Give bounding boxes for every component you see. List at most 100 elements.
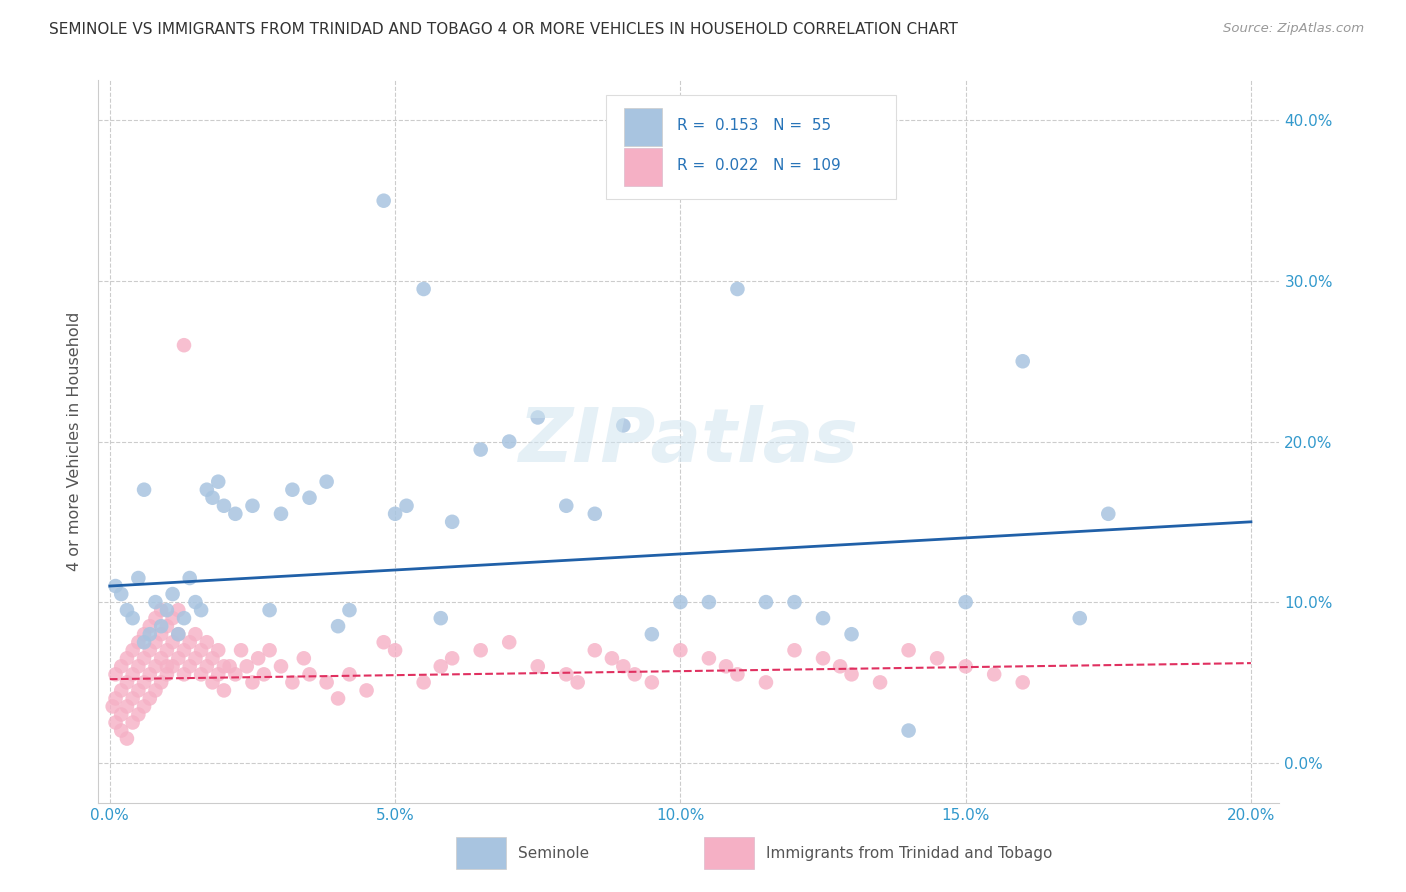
Point <box>612 418 634 433</box>
Text: R =  0.022   N =  109: R = 0.022 N = 109 <box>678 158 841 173</box>
Point <box>714 659 737 673</box>
Point <box>139 627 162 641</box>
Point <box>326 619 349 633</box>
Point <box>179 659 201 673</box>
Point <box>356 683 378 698</box>
Point <box>242 499 264 513</box>
Point <box>132 699 155 714</box>
Y-axis label: 4 or more Vehicles in Household: 4 or more Vehicles in Household <box>67 312 83 571</box>
Point <box>429 611 451 625</box>
Point <box>783 595 806 609</box>
Point <box>207 643 229 657</box>
Point <box>1069 611 1091 625</box>
Point <box>281 483 304 497</box>
Point <box>132 635 155 649</box>
Text: Immigrants from Trinidad and Tobago: Immigrants from Trinidad and Tobago <box>766 846 1052 861</box>
Point <box>373 635 395 649</box>
Point <box>567 675 589 690</box>
Point <box>811 611 834 625</box>
Point <box>162 659 184 673</box>
Point <box>173 667 195 681</box>
Point <box>1011 675 1033 690</box>
Point <box>179 635 201 649</box>
Point <box>167 651 190 665</box>
Point <box>641 627 664 641</box>
Point <box>150 627 173 641</box>
Point <box>104 667 127 681</box>
Text: R =  0.153   N =  55: R = 0.153 N = 55 <box>678 119 831 133</box>
Point <box>115 731 138 746</box>
Point <box>121 667 143 681</box>
Point <box>121 691 143 706</box>
Point <box>612 659 634 673</box>
Point <box>132 627 155 641</box>
Point <box>167 627 190 641</box>
FancyBboxPatch shape <box>457 838 506 870</box>
Point <box>384 507 406 521</box>
Point <box>384 643 406 657</box>
Point <box>132 675 155 690</box>
Point <box>162 611 184 625</box>
Point <box>110 707 132 722</box>
FancyBboxPatch shape <box>704 838 754 870</box>
Point <box>139 691 162 706</box>
Point <box>253 667 276 681</box>
Point <box>236 659 259 673</box>
Point <box>247 651 270 665</box>
Point <box>412 675 434 690</box>
Point <box>104 579 127 593</box>
Point <box>201 675 224 690</box>
Point <box>470 643 492 657</box>
Point <box>121 715 143 730</box>
Point <box>259 603 281 617</box>
Point <box>110 659 132 673</box>
Point <box>526 410 548 425</box>
Point <box>292 651 315 665</box>
Point <box>190 643 212 657</box>
Point <box>167 603 190 617</box>
Point <box>242 675 264 690</box>
Point <box>115 651 138 665</box>
Point <box>190 667 212 681</box>
Point <box>955 659 977 673</box>
Point <box>259 643 281 657</box>
Point <box>697 651 720 665</box>
Point <box>218 659 240 673</box>
Point <box>121 643 143 657</box>
Point <box>139 643 162 657</box>
Point <box>498 635 520 649</box>
Point <box>555 667 578 681</box>
Point <box>127 571 149 585</box>
Point <box>441 651 464 665</box>
Point <box>121 611 143 625</box>
Point <box>270 507 292 521</box>
Point <box>811 651 834 665</box>
Point <box>150 603 173 617</box>
Point <box>641 675 664 690</box>
Point <box>156 619 179 633</box>
Point <box>145 659 167 673</box>
Point <box>104 691 127 706</box>
Point <box>429 659 451 673</box>
Point <box>150 675 173 690</box>
Point <box>697 595 720 609</box>
Point <box>623 667 645 681</box>
Point <box>156 667 179 681</box>
Point <box>195 483 218 497</box>
Point <box>983 667 1005 681</box>
Point <box>162 635 184 649</box>
Point <box>127 683 149 698</box>
Point <box>229 643 252 657</box>
Point <box>441 515 464 529</box>
Point <box>783 643 806 657</box>
Point <box>150 651 173 665</box>
Point <box>110 723 132 738</box>
Point <box>526 659 548 673</box>
Text: SEMINOLE VS IMMIGRANTS FROM TRINIDAD AND TOBAGO 4 OR MORE VEHICLES IN HOUSEHOLD : SEMINOLE VS IMMIGRANTS FROM TRINIDAD AND… <box>49 22 957 37</box>
Text: Source: ZipAtlas.com: Source: ZipAtlas.com <box>1223 22 1364 36</box>
Point <box>156 659 179 673</box>
Point <box>201 491 224 505</box>
Point <box>583 643 606 657</box>
Point <box>132 651 155 665</box>
Point <box>207 475 229 489</box>
